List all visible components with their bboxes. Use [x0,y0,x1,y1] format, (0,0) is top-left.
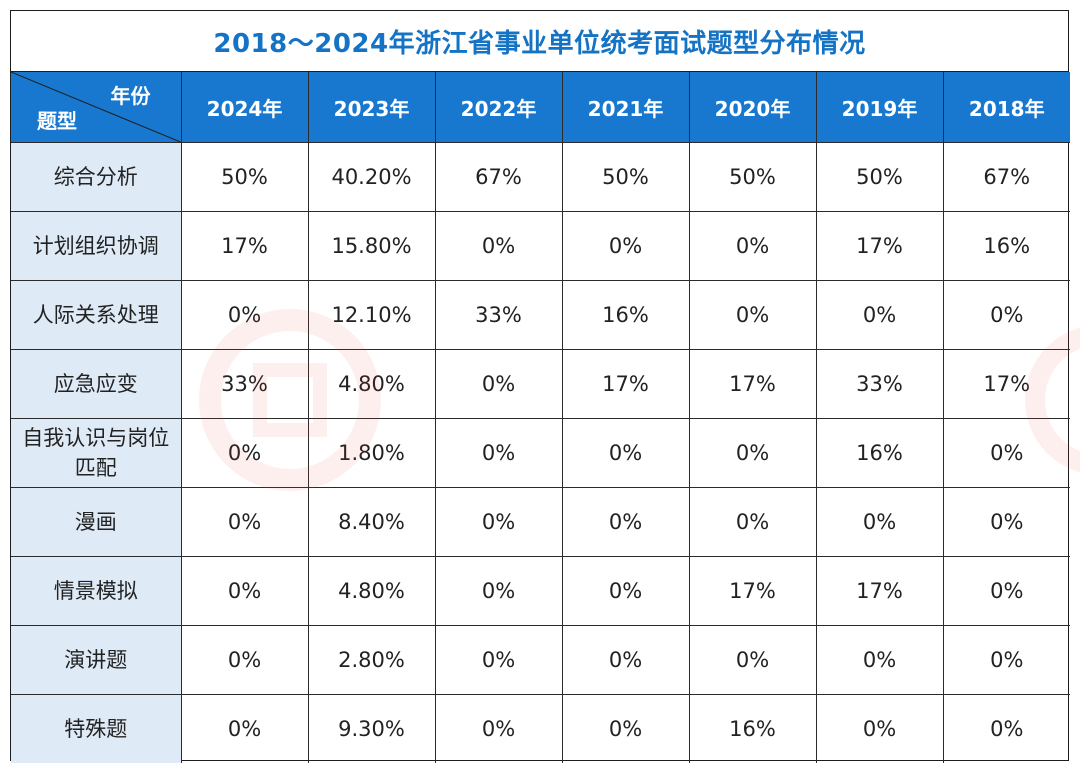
value-cell: 4.80% [307,349,436,419]
value-cell: 0% [434,556,563,626]
value-cell: 0% [942,280,1070,350]
row-label: 漫画 [11,487,182,557]
table-row: 演讲题 0% 2.80% 0% 0% 0% 0% 0% [11,625,1070,695]
page-title: 2018～2024年浙江省事业单位统考面试题型分布情况 [11,11,1068,72]
value-cell: 40.20% [307,142,436,212]
value-cell: 0% [688,625,817,695]
row-label: 应急应变 [11,349,182,419]
value-cell: 0% [815,487,944,557]
distribution-table: 年份 题型 2024年 2023年 2022年 2021年 2020年 2019… [11,72,1070,763]
corner-header-cell: 年份 题型 [11,72,182,143]
value-cell: 0% [180,487,309,557]
row-label: 演讲题 [11,625,182,695]
value-cell: 33% [434,280,563,350]
year-header: 2024年 [180,72,309,143]
value-cell: 15.80% [307,211,436,281]
corner-type-label: 题型 [37,109,77,133]
value-cell: 16% [815,418,944,488]
value-cell: 17% [815,556,944,626]
year-header: 2019年 [815,72,944,143]
value-cell: 12.10% [307,280,436,350]
value-cell: 67% [434,142,563,212]
header-row: 年份 题型 2024年 2023年 2022年 2021年 2020年 2019… [11,72,1070,143]
value-cell: 17% [688,349,817,419]
value-cell: 1.80% [307,418,436,488]
value-cell: 0% [180,280,309,350]
row-label: 人际关系处理 [11,280,182,350]
value-cell: 0% [688,211,817,281]
value-cell: 0% [815,625,944,695]
value-cell: 0% [180,418,309,488]
corner-year-label: 年份 [110,84,151,108]
value-cell: 16% [688,694,817,763]
value-cell: 50% [180,142,309,212]
value-cell: 2.80% [307,625,436,695]
value-cell: 0% [434,418,563,488]
year-header: 2018年 [942,72,1070,143]
table-row: 应急应变 33% 4.80% 0% 17% 17% 33% 17% [11,349,1070,419]
value-cell: 17% [180,211,309,281]
value-cell: 0% [434,487,563,557]
value-cell: 17% [561,349,690,419]
table-frame: 2018～2024年浙江省事业单位统考面试题型分布情况 年份 题型 2024年 … [10,10,1070,763]
year-header: 2023年 [307,72,436,143]
value-cell: 0% [180,625,309,695]
value-cell: 9.30% [307,694,436,763]
value-cell: 0% [434,694,563,763]
table-row: 情景模拟 0% 4.80% 0% 0% 17% 17% 0% [11,556,1070,626]
year-header: 2021年 [561,72,690,143]
value-cell: 0% [942,694,1070,763]
table-row: 自我认识与岗位匹配 0% 1.80% 0% 0% 0% 16% 0% [11,418,1070,488]
row-label: 计划组织协调 [11,211,182,281]
value-cell: 50% [688,142,817,212]
row-label: 情景模拟 [11,556,182,626]
value-cell: 0% [561,625,690,695]
value-cell: 0% [434,349,563,419]
row-label: 综合分析 [11,142,182,212]
value-cell: 0% [688,280,817,350]
table-row: 特殊题 0% 9.30% 0% 0% 16% 0% 0% [11,694,1070,763]
value-cell: 16% [561,280,690,350]
value-cell: 17% [942,349,1070,419]
value-cell: 0% [561,694,690,763]
value-cell: 67% [942,142,1070,212]
value-cell: 0% [561,487,690,557]
value-cell: 0% [815,694,944,763]
value-cell: 50% [815,142,944,212]
value-cell: 0% [942,487,1070,557]
value-cell: 0% [942,625,1070,695]
value-cell: 0% [688,487,817,557]
value-cell: 0% [688,418,817,488]
table-row: 漫画 0% 8.40% 0% 0% 0% 0% 0% [11,487,1070,557]
row-label: 特殊题 [11,694,182,763]
value-cell: 0% [942,418,1070,488]
value-cell: 16% [942,211,1070,281]
value-cell: 0% [434,625,563,695]
value-cell: 50% [561,142,690,212]
value-cell: 4.80% [307,556,436,626]
value-cell: 0% [561,211,690,281]
value-cell: 33% [180,349,309,419]
value-cell: 17% [688,556,817,626]
value-cell: 0% [561,418,690,488]
year-header: 2022年 [434,72,563,143]
table-row: 人际关系处理 0% 12.10% 33% 16% 0% 0% 0% [11,280,1070,350]
value-cell: 8.40% [307,487,436,557]
table-row: 综合分析 50% 40.20% 67% 50% 50% 50% 67% [11,142,1070,212]
diagonal-line [11,72,181,142]
value-cell: 0% [815,280,944,350]
value-cell: 17% [815,211,944,281]
value-cell: 0% [942,556,1070,626]
value-cell: 0% [180,694,309,763]
row-label: 自我认识与岗位匹配 [11,418,182,488]
year-header: 2020年 [688,72,817,143]
value-cell: 33% [815,349,944,419]
value-cell: 0% [561,556,690,626]
value-cell: 0% [180,556,309,626]
table-row: 计划组织协调 17% 15.80% 0% 0% 0% 17% 16% [11,211,1070,281]
value-cell: 0% [434,211,563,281]
